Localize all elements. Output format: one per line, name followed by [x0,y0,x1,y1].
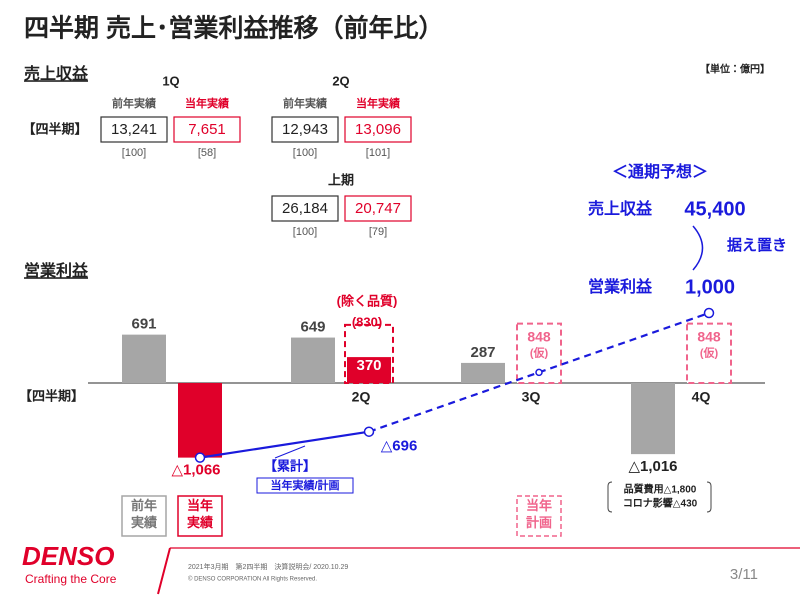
row-label: 【四半期】 [19,388,84,403]
data-label-note: (仮) [700,346,719,360]
section-heading: 営業利益 [24,261,89,280]
legend-box [516,495,562,537]
value: 13,096 [355,121,401,138]
legend-label: 【累計】 [264,458,316,473]
legend-label-line: 前年 [131,498,157,513]
bar [291,337,335,383]
data-label: 691 [131,316,156,333]
ratio: [101] [366,147,390,159]
column-header: 当年実績 [356,96,401,110]
value-box [344,195,412,222]
value-box [271,195,339,222]
footer-slash [157,547,171,595]
legend-note: 当年実績/計画 [270,478,339,492]
data-label: 649 [300,319,325,336]
forecast-arrow [692,225,704,271]
period-label: 1Q [162,73,179,88]
line-point [703,307,715,319]
value-box [344,116,412,143]
legend-label-line: 計画 [526,515,552,530]
annotation: コロナ影響△430 [623,497,698,510]
data-label: 848 [697,328,721,344]
value-box [271,116,339,143]
data-label: 370 [356,357,381,374]
legend-label-line: 実績 [187,515,214,530]
logo: DENSO [22,541,114,571]
period-label: 2Q [332,73,349,88]
ratio: [58] [198,147,216,159]
line-point [535,368,543,377]
annotation: 品質費用△1,800 [624,483,697,496]
data-label: △1,066 [171,462,220,479]
section-heading: 売上収益 [24,64,89,83]
bar [686,322,732,385]
ratio: [79] [369,226,387,238]
line-actual [199,430,370,459]
pointer [274,445,306,459]
legend-label-line: 当年 [526,498,552,513]
value-box [173,116,241,143]
tagline: Crafting the Core [25,572,117,586]
footer-event: 2021年3月期 第2四半期 決算説明会/ 2020.10.29 [188,562,348,571]
legend-label-line: 実績 [131,515,158,530]
page-number: 3/11 [730,566,758,583]
data-label: △1,016 [628,458,677,475]
line-point [363,426,375,437]
bar [178,383,222,458]
forecast-value: 1,000 [685,276,735,298]
title: 四半期 売上･営業利益推移（前年比） [24,14,443,43]
row-label: 【四半期】 [22,121,87,136]
column-header: 前年実績 [283,96,328,110]
ratio: [100] [293,226,317,238]
value: 13,241 [111,121,157,138]
data-label-note: (仮) [530,346,549,360]
x-tick-label: 2Q [352,389,371,405]
forecast-title: ＜通期予想＞ [612,162,708,181]
legend-label: 当年計画 [526,498,552,530]
ratio: [100] [293,147,317,159]
forecast-label: 営業利益 [588,277,653,296]
brace [607,481,712,513]
value: 26,184 [282,200,328,217]
forecast-label: 売上収益 [588,199,653,218]
data-label: △696 [381,438,418,455]
bar [631,383,675,455]
legend-box [121,495,167,537]
excl-quality-box [344,323,394,384]
x-tick-label: 3Q [522,389,541,405]
line-point [194,452,206,463]
x-tick-label: 4Q [692,389,711,405]
data-label: 287 [470,344,495,361]
forecast-status: 据え置き [727,236,787,254]
footer-copyright: © DENSO CORPORATION All Rights Reserved. [188,576,317,583]
annotation: (除く品質) [337,293,398,308]
annotation: (830) [352,314,382,329]
unit: 【単位：億円】 [700,63,770,76]
bar [347,357,391,383]
period-label: 上期 [328,172,354,187]
bar [461,362,505,383]
legend-box [256,477,354,494]
data-label: 848 [527,328,551,344]
ratio: [100] [122,147,146,159]
value: 20,747 [355,200,401,217]
value: 12,943 [282,121,328,138]
bar [122,334,166,383]
legend-box [177,495,223,537]
column-header: 前年実績 [112,96,157,110]
column-header: 当年実績 [185,96,230,110]
value-box [100,116,168,143]
legend-label: 前年実績 [131,498,158,530]
legend-label-line: 当年 [187,498,213,513]
forecast-value: 45,400 [684,198,745,220]
value: 7,651 [188,121,226,138]
legend-label: 当年実績 [187,498,214,530]
